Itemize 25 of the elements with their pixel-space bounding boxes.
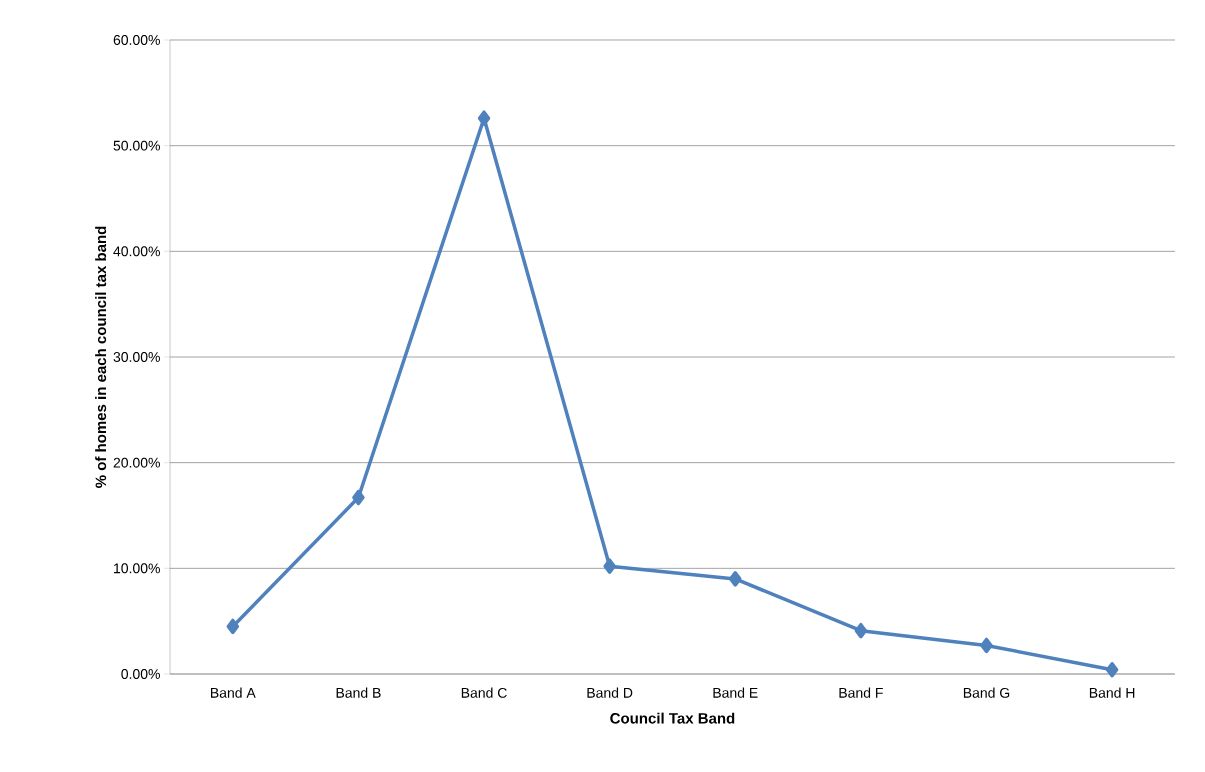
x-tick-label: Band D <box>587 687 633 698</box>
y-tick-label: 30.00% <box>113 352 160 362</box>
x-axis-title: Council Tax Band <box>610 712 735 724</box>
x-tick-label: Band C <box>461 687 507 698</box>
point <box>352 489 365 506</box>
y-tick-label: 0.00% <box>121 669 160 679</box>
point <box>603 558 616 574</box>
point <box>1105 662 1119 678</box>
x-tick-label: Band B <box>336 687 381 698</box>
y-tick-label: 50.00% <box>113 140 160 151</box>
y-tick-label: 40.00% <box>113 246 160 257</box>
y-tick-label: 60.00% <box>113 35 160 45</box>
point <box>729 571 742 587</box>
y-axis-title: % of homes in each council tax band <box>95 226 107 488</box>
point <box>854 622 868 639</box>
point <box>980 637 993 654</box>
y-tick-label: 20.00% <box>113 457 160 468</box>
x-tick-label: Band E <box>713 687 758 698</box>
point <box>226 618 240 635</box>
x-tick-label: Band H <box>1089 687 1135 698</box>
x-tick-label: Band A <box>211 687 256 698</box>
x-tick-label: Band F <box>839 687 883 698</box>
y-tick-label: 10.00% <box>114 563 160 574</box>
point <box>477 110 491 126</box>
x-tick-label: Band G <box>963 687 1010 698</box>
